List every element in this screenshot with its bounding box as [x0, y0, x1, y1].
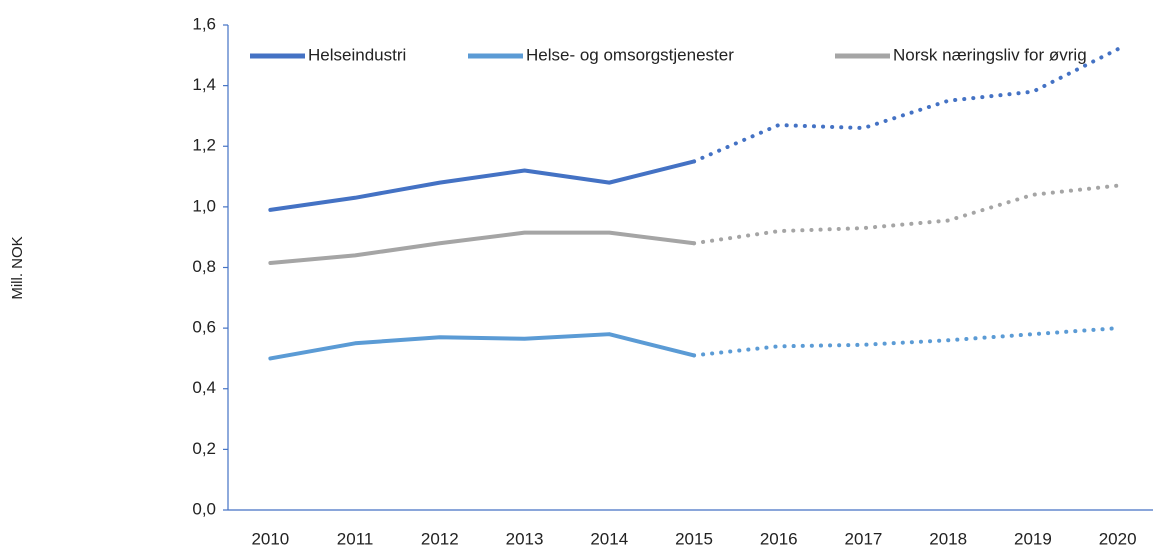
series-line-dotted: [692, 183, 1120, 246]
x-tick-label: 2014: [590, 529, 628, 548]
x-tick-label: 2013: [506, 529, 544, 548]
y-tick-label: 1,6: [192, 14, 216, 33]
y-tick-label: 1,0: [192, 196, 216, 215]
y-tick-label: 0,2: [192, 439, 216, 458]
y-tick-label: 0,4: [192, 378, 216, 397]
x-tick-label: 2010: [251, 529, 289, 548]
y-tick-label: 0,6: [192, 318, 216, 337]
x-tick-label: 2020: [1099, 529, 1137, 548]
x-tick-label: 2017: [845, 529, 883, 548]
x-tick-label: 2012: [421, 529, 459, 548]
y-axis-label: Mill. NOK: [9, 236, 26, 299]
legend-label: Norsk næringsliv for øvrig: [893, 45, 1087, 64]
series-line: [268, 230, 696, 265]
legend-label: Helseindustri: [308, 45, 406, 64]
series-line-dotted: [692, 47, 1120, 164]
series-line: [268, 159, 696, 212]
y-tick-label: 0,8: [192, 257, 216, 276]
x-tick-label: 2015: [675, 529, 713, 548]
legend-label: Helse- og omsorgstjenester: [526, 45, 734, 64]
y-tick-label: 0,0: [192, 499, 216, 518]
y-tick-label: 1,4: [192, 75, 216, 94]
x-tick-label: 2016: [760, 529, 798, 548]
series-line: [268, 332, 696, 361]
x-tick-label: 2019: [1014, 529, 1052, 548]
x-tick-label: 2018: [929, 529, 967, 548]
x-tick-label: 2011: [337, 529, 374, 548]
y-tick-label: 1,2: [192, 136, 216, 155]
series-line-dotted: [692, 326, 1120, 358]
